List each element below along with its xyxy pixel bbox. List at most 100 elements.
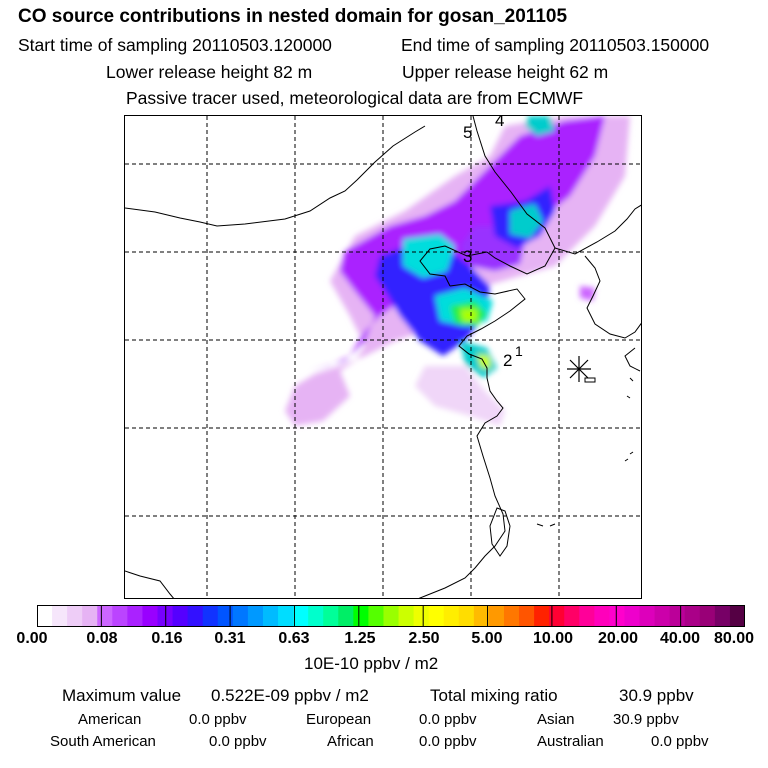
plume-cyan-south (460, 341, 497, 378)
coastline-korea-south (584, 255, 641, 339)
jeju-island (584, 377, 596, 383)
region-value: 0.0 ppbv (209, 733, 267, 750)
colorbar-swatch (37, 605, 53, 627)
region-value: 0.0 ppbv (651, 733, 709, 750)
colorbar-tick: 0.08 (86, 630, 118, 647)
colorbar-swatch (473, 605, 490, 627)
region-value: 0.0 ppbv (189, 711, 247, 728)
colorbar-swatch (67, 605, 83, 627)
colorbar-border (37, 605, 745, 627)
coastline-korea (554, 204, 641, 255)
map-label-3: 3 (463, 247, 472, 266)
colorbar-swatch (247, 605, 264, 627)
colorbar-swatch (684, 605, 701, 627)
colorbar-swatch (323, 605, 339, 627)
colorbar-swatch (443, 605, 460, 627)
colorbar-swatch (232, 605, 249, 627)
colorbar-tick: 80.00 (713, 630, 755, 647)
colorbar-swatch (308, 605, 324, 627)
coastline-korea-east (624, 347, 641, 372)
total-mixing-value: 30.9 ppbv (619, 686, 694, 705)
colorbar-tick: 2.50 (408, 630, 440, 647)
region-name: American (78, 711, 142, 728)
plume-cyan-west (403, 234, 455, 278)
max-value: 0.522E-09 ppbv / m2 (211, 686, 369, 705)
islands-east (624, 377, 634, 462)
colorbar (37, 605, 745, 627)
colorbar-swatch (428, 605, 445, 627)
colorbar-swatch (278, 605, 294, 627)
region-name: African (327, 733, 374, 750)
map-label-2: 2 (503, 351, 512, 370)
plume-yellowgreen (460, 309, 477, 322)
colorbar-tick: 0.16 (151, 630, 183, 647)
receptor-star-icon (567, 356, 591, 382)
coastline-north (125, 125, 426, 227)
total-mixing-label: Total mixing ratio (430, 686, 558, 705)
chart-title: CO source contributions in nested domain… (18, 6, 568, 27)
lower-release-label: Lower release height 82 m (106, 62, 313, 82)
coastline-layer (125, 116, 641, 598)
colorbar-swatch (172, 605, 189, 627)
map-label-1: 1 (515, 343, 523, 359)
colorbar-swatch (398, 605, 415, 627)
colorbar-swatch (503, 605, 520, 627)
colorbar-swatch (52, 605, 68, 627)
colorbar-swatch (127, 605, 144, 627)
border-line (125, 570, 174, 598)
colorbar-swatch (609, 605, 626, 627)
map-label-5: 5 (463, 123, 472, 142)
plume-purple-east (580, 286, 595, 301)
region-value: 0.0 ppbv (419, 733, 477, 750)
taiwan (489, 507, 511, 557)
colorbar-tick: 0.00 (16, 630, 48, 647)
plume-cyan-top (525, 116, 555, 136)
colorbar-swatch (97, 605, 113, 627)
colorbar-tick: 40.00 (659, 630, 701, 647)
region-name: South American (50, 733, 156, 750)
colorbar-tick: 1.25 (344, 630, 376, 647)
colorbar-swatch (293, 605, 309, 627)
coastline-gulf (472, 116, 556, 275)
colorbar-swatch (458, 605, 475, 627)
island-small (536, 523, 556, 527)
colorbar-swatch (714, 605, 731, 627)
colorbar-swatch (82, 605, 98, 627)
colorbar-swatch (729, 605, 745, 627)
plume-cyan-north (510, 204, 543, 238)
plume-purple (310, 116, 605, 371)
start-time-label: Start time of sampling 20110503.120000 (18, 35, 332, 55)
colorbar-swatch (368, 605, 385, 627)
region-value: 0.0 ppbv (419, 711, 477, 728)
map-label-4: 4 (495, 116, 504, 130)
plume-blue (375, 241, 490, 356)
region-name: Asian (537, 711, 575, 728)
colorbar-swatch (624, 605, 641, 627)
colorbar-swatch (594, 605, 611, 627)
region-name: European (306, 711, 372, 728)
colorbar-unit: 10E-10 ppbv / m2 (304, 654, 439, 673)
tracer-label: Passive tracer used, meteorological data… (126, 88, 584, 108)
colorbar-swatch (564, 605, 580, 627)
colorbar-swatch (534, 605, 550, 627)
plume-yellow (477, 354, 491, 368)
region-name: Australian (537, 733, 604, 750)
colorbar-swatch (338, 605, 354, 627)
end-time-label: End time of sampling 20110503.150000 (401, 35, 710, 55)
colorbar-swatch (262, 605, 279, 627)
colorbar-swatch (112, 605, 128, 627)
colorbar-swatch (699, 605, 716, 627)
colorbar-tick: 5.00 (471, 630, 503, 647)
plume-layer (285, 116, 630, 426)
coastline-shandong (418, 283, 526, 598)
colorbar-tick: 10.00 (532, 630, 574, 647)
colorbar-swatch (579, 605, 595, 627)
map-labels: 5 4 3 2 1 (463, 116, 523, 370)
colorbar-swatch (549, 605, 565, 627)
map-panel: 5 4 3 2 1 (124, 115, 642, 599)
colorbar-swatch (669, 605, 686, 627)
grid-layer (125, 116, 641, 598)
coastline-bohai (419, 245, 488, 287)
colorbar-swatch (383, 605, 400, 627)
colorbar-swatch (654, 605, 671, 627)
